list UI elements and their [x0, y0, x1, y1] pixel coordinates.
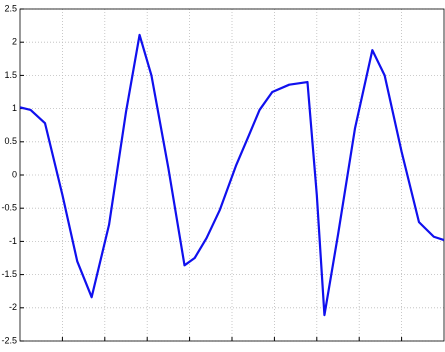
y-tick-label: 2 — [12, 37, 17, 47]
y-tick-label: 1.5 — [4, 70, 17, 80]
y-tick-label: -1.5 — [1, 269, 17, 279]
y-tick-label: 0 — [12, 169, 17, 179]
y-tick-label: 0.5 — [4, 136, 17, 146]
y-tick-label: 1 — [12, 103, 17, 113]
y-tick-label: -2.5 — [1, 335, 17, 345]
y-tick-label: -0.5 — [1, 203, 17, 213]
y-tick-label: 2.5 — [4, 3, 17, 13]
y-tick-label: -1 — [9, 236, 17, 246]
y-tick-label: -2 — [9, 302, 17, 312]
plot-frame — [19, 8, 445, 342]
data-line — [19, 33, 445, 317]
